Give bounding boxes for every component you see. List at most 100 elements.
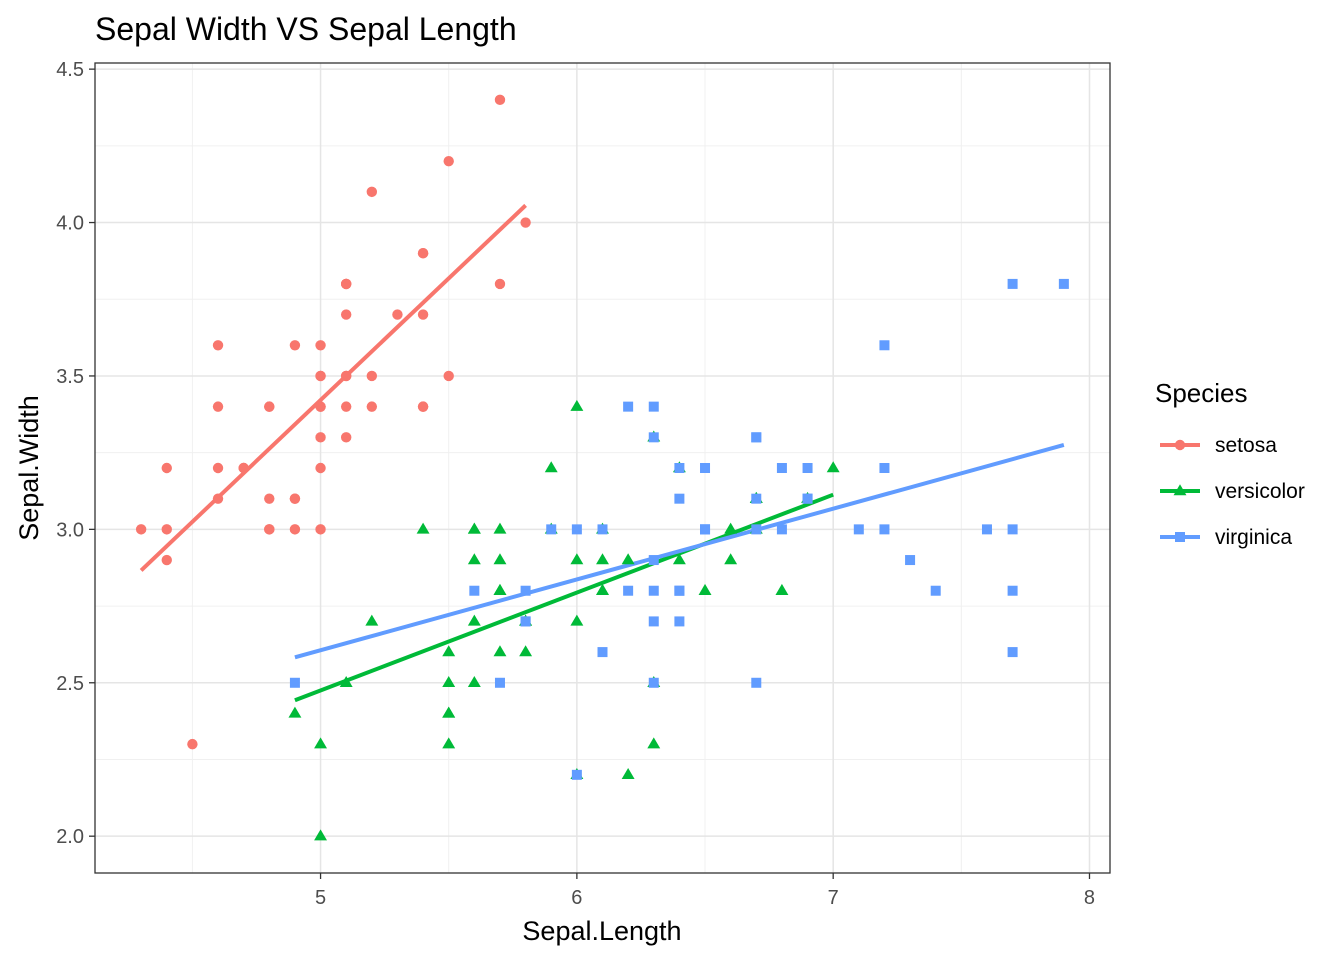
- legend-key-marker: [1173, 484, 1187, 496]
- virginica-point: [930, 585, 941, 596]
- setosa-point: [366, 186, 378, 198]
- setosa-point: [443, 155, 454, 167]
- legend-label: virginica: [1215, 526, 1292, 549]
- virginica-point: [1007, 585, 1018, 596]
- virginica-point: [700, 463, 711, 473]
- y-axis-ticks: 2.0 2.5 3.0 3.5 4.0 4.5: [56, 59, 95, 848]
- virginica-point: [546, 524, 557, 535]
- virginica-point: [648, 401, 659, 412]
- versicolor-point: [544, 461, 558, 473]
- versicolor-point: [596, 553, 609, 565]
- plot-panel-border: [94, 62, 1111, 874]
- versicolor-point: [621, 768, 635, 780]
- versicolor-point: [596, 583, 609, 595]
- versicolor-point: [724, 553, 738, 565]
- versicolor-point: [314, 829, 328, 841]
- virginica-point: [1007, 647, 1018, 658]
- virginica-point: [469, 585, 480, 596]
- versicolor-point: [467, 553, 481, 565]
- setosa-point: [315, 370, 326, 382]
- legend-key-marker: [1174, 439, 1186, 451]
- versicolor-point: [493, 522, 507, 534]
- setosa-point: [315, 401, 326, 412]
- y-tick-label: 3.0: [56, 519, 84, 541]
- chart-title: Sepal Width VS Sepal Length: [95, 11, 517, 47]
- versicolor-point: [519, 645, 533, 657]
- versicolor-point: [570, 614, 584, 626]
- versicolor-point: [570, 553, 584, 565]
- versicolor-point: [493, 553, 507, 565]
- setosa-point: [417, 248, 429, 259]
- virginica-point: [776, 524, 787, 535]
- virginica-point: [981, 524, 992, 535]
- virginica-point: [520, 585, 531, 596]
- virginica-point: [905, 555, 916, 566]
- setosa-point: [315, 524, 326, 535]
- versicolor-point: [775, 583, 789, 595]
- setosa-point: [289, 340, 301, 351]
- virginica-point: [674, 463, 685, 473]
- versicolor-point: [467, 675, 481, 687]
- x-axis-ticks: 5 6 7 8: [315, 873, 1095, 909]
- setosa-point: [289, 493, 301, 504]
- virginica-point: [751, 493, 762, 504]
- setosa-point: [264, 524, 275, 535]
- setosa-point: [366, 370, 378, 382]
- setosa-point: [289, 524, 301, 535]
- setosa-fit-line: [139, 203, 527, 572]
- virginica-point: [879, 463, 890, 473]
- versicolor-point: [493, 645, 507, 657]
- setosa-point: [264, 493, 275, 504]
- virginica-fit-line: [294, 443, 1065, 660]
- data-points: [135, 94, 1069, 841]
- setosa-point: [212, 340, 224, 351]
- versicolor-point: [467, 522, 481, 534]
- legend: Species setosa versicolor virginica: [1155, 378, 1305, 549]
- virginica-point: [648, 616, 659, 627]
- virginica-point: [520, 616, 531, 627]
- versicolor-point: [442, 675, 456, 687]
- virginica-point: [1007, 278, 1018, 289]
- setosa-point: [366, 401, 378, 412]
- virginica-point: [648, 585, 659, 596]
- virginica-point: [776, 463, 787, 473]
- y-tick-label: 3.5: [56, 366, 84, 388]
- versicolor-point: [314, 737, 328, 749]
- setosa-point: [135, 524, 147, 535]
- setosa-point: [520, 217, 531, 228]
- setosa-point: [494, 278, 506, 290]
- x-tick-label: 6: [571, 887, 582, 909]
- setosa-point: [264, 401, 275, 412]
- setosa-point: [315, 340, 326, 351]
- virginica-point: [571, 769, 582, 780]
- versicolor-point: [442, 645, 456, 657]
- setosa-point: [417, 401, 429, 412]
- virginica-point: [802, 463, 813, 473]
- setosa-point: [161, 554, 172, 566]
- virginica-point: [571, 524, 582, 535]
- versicolor-point: [365, 614, 379, 626]
- versicolor-point: [570, 399, 584, 411]
- setosa-point: [340, 309, 352, 320]
- setosa-point: [212, 401, 224, 412]
- y-tick-label: 2.0: [56, 826, 84, 848]
- virginica-point: [674, 585, 685, 596]
- virginica-point: [751, 432, 762, 443]
- setosa-point: [212, 493, 224, 504]
- setosa-point: [494, 94, 506, 106]
- setosa-point: [340, 370, 352, 382]
- virginica-point: [853, 524, 864, 535]
- virginica-point: [623, 585, 634, 596]
- setosa-point: [161, 524, 172, 535]
- versicolor-point: [339, 675, 353, 687]
- virginica-point: [674, 616, 685, 627]
- x-tick-label: 7: [828, 887, 839, 909]
- virginica-point: [674, 493, 685, 504]
- x-tick-label: 8: [1084, 887, 1095, 909]
- y-tick-label: 4.0: [56, 213, 84, 235]
- setosa-point: [238, 462, 249, 474]
- setosa-point: [212, 462, 224, 474]
- versicolor-point: [647, 737, 661, 749]
- versicolor-point: [493, 583, 507, 595]
